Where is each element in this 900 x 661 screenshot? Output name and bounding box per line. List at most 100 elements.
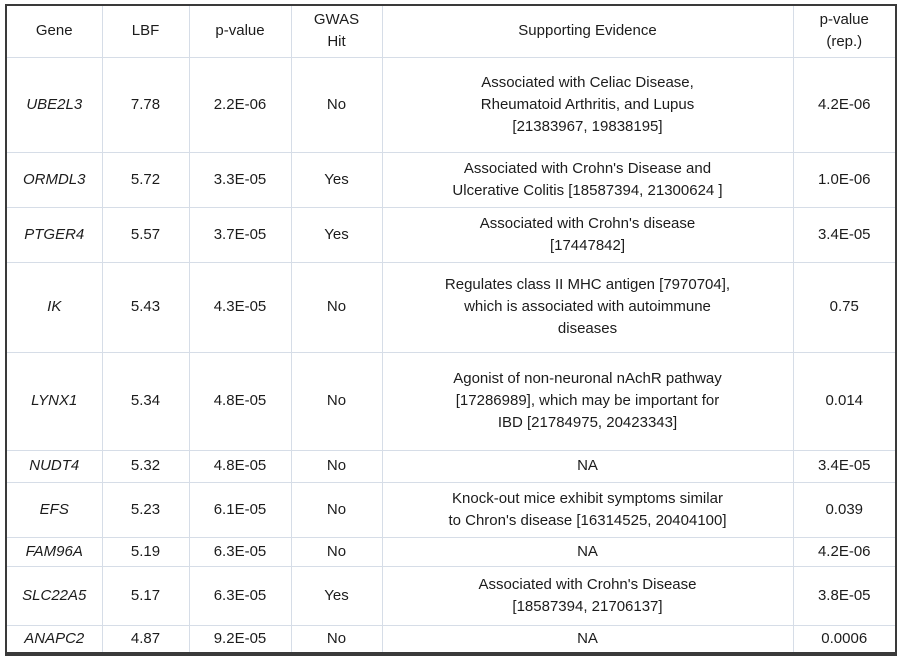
cell-lbf: 5.34 (101, 351, 190, 451)
cell-gwas-hit: No (290, 624, 383, 654)
table-row: NUDT4 5.32 4.8E-05 No NA 3.4E-05 (5, 449, 897, 483)
evidence-line: Rheumatoid Arthritis, and Lupus (480, 95, 695, 113)
cell-gene: PTGER4 (5, 206, 103, 263)
cell-evidence: Associated with Crohn's Disease [1858739… (381, 565, 794, 626)
evidence-line: diseases (557, 320, 618, 337)
evidence-line: Associated with Crohn's disease (479, 214, 696, 232)
evidence-line: Regulates class II MHC antigen [7970704]… (444, 276, 731, 293)
evidence-line: Knock-out mice exhibit symptoms similar (452, 489, 723, 507)
cell-pvalue-rep: 4.2E-06 (792, 56, 897, 153)
header-supporting-evidence: Supporting Evidence (381, 4, 794, 58)
cell-lbf: 5.17 (101, 565, 190, 626)
cell-gwas-hit: Yes (290, 151, 383, 208)
cell-lbf: 5.19 (101, 536, 190, 567)
cell-gene: ANAPC2 (5, 624, 103, 654)
evidence-line: Ulcerative Colitis [18587394, 21300624 ] (452, 181, 723, 199)
cell-evidence: NA (381, 449, 794, 483)
cell-lbf: 4.87 (101, 624, 190, 654)
header-label: p-value (819, 11, 869, 29)
cell-evidence: NA (381, 624, 794, 654)
evidence-line: IBD [21784975, 20423343] (497, 414, 678, 431)
cell-pvalue: 4.3E-05 (188, 261, 292, 353)
header-gwas-hit: GWAS Hit (290, 4, 383, 58)
cell-gwas-hit: No (290, 351, 383, 451)
evidence-line: NA (577, 457, 598, 474)
cell-evidence: NA (381, 536, 794, 567)
cell-gene: UBE2L3 (5, 56, 103, 153)
cell-pvalue-rep: 0.75 (792, 261, 897, 353)
cell-gwas-hit: Yes (290, 565, 383, 626)
cell-gwas-hit: No (290, 449, 383, 483)
evidence-line: NA (577, 629, 598, 647)
header-label: p-value (215, 22, 265, 40)
cell-gwas-hit: No (290, 481, 383, 538)
header-lbf: LBF (101, 4, 190, 58)
evidence-line: NA (577, 542, 598, 560)
evidence-line: Associated with Celiac Disease, (481, 73, 694, 91)
cell-gwas-hit: No (290, 536, 383, 567)
cell-pvalue-rep: 0.039 (792, 481, 897, 538)
evidence-line: [17286989], which may be important for (455, 392, 720, 409)
header-label: GWAS (313, 11, 360, 29)
table-body: UBE2L3 7.78 2.2E-06 No Associated with C… (5, 56, 897, 654)
cell-pvalue: 3.3E-05 (188, 151, 292, 208)
cell-pvalue-rep: 0.014 (792, 351, 897, 451)
evidence-line: [17447842] (549, 236, 626, 254)
cell-pvalue: 2.2E-06 (188, 56, 292, 153)
gene-evidence-table: Gene LBF p-value GWAS Hit Supporting Evi… (5, 4, 897, 656)
cell-gene: FAM96A (5, 536, 103, 567)
table-row: UBE2L3 7.78 2.2E-06 No Associated with C… (5, 56, 897, 153)
cell-gene: ORMDL3 (5, 151, 103, 208)
cell-gene: SLC22A5 (5, 565, 103, 626)
evidence-line: [21383967, 19838195] (512, 117, 663, 135)
header-gene: Gene (5, 4, 103, 58)
cell-evidence: Associated with Crohn's Disease and Ulce… (381, 151, 794, 208)
cell-pvalue: 4.8E-05 (188, 449, 292, 483)
table-row: IK 5.43 4.3E-05 No Regulates class II MH… (5, 261, 897, 353)
cell-pvalue: 6.1E-05 (188, 481, 292, 538)
header-row: Gene LBF p-value GWAS Hit Supporting Evi… (5, 4, 897, 58)
evidence-line: [18587394, 21706137] (512, 597, 663, 615)
cell-gene: EFS (5, 481, 103, 538)
cell-pvalue: 4.8E-05 (188, 351, 292, 451)
header-label: (rep.) (826, 33, 863, 51)
cell-evidence: Associated with Crohn's disease [1744784… (381, 206, 794, 263)
header-label: LBF (131, 22, 160, 40)
cell-pvalue-rep: 4.2E-06 (792, 536, 897, 567)
cell-lbf: 7.78 (101, 56, 190, 153)
evidence-line: Agonist of non-neuronal nAchR pathway (453, 370, 722, 387)
cell-lbf: 5.43 (101, 261, 190, 353)
evidence-line: to Chron's disease [16314525, 20404100] (448, 511, 727, 529)
cell-pvalue-rep: 3.4E-05 (792, 449, 897, 483)
cell-pvalue-rep: 3.8E-05 (792, 565, 897, 626)
cell-pvalue: 6.3E-05 (188, 536, 292, 567)
cell-evidence: Regulates class II MHC antigen [7970704]… (381, 261, 794, 353)
cell-gwas-hit: No (290, 261, 383, 353)
table-row: PTGER4 5.57 3.7E-05 Yes Associated with … (5, 206, 897, 263)
table-header: Gene LBF p-value GWAS Hit Supporting Evi… (5, 4, 897, 58)
cell-evidence: Associated with Celiac Disease, Rheumato… (381, 56, 794, 153)
evidence-line: Associated with Crohn's Disease and (463, 159, 712, 177)
table-row: FAM96A 5.19 6.3E-05 No NA 4.2E-06 (5, 536, 897, 567)
cell-pvalue-rep: 0.0006 (792, 624, 897, 654)
evidence-line: Associated with Crohn's Disease (478, 575, 697, 593)
header-label: Supporting Evidence (518, 22, 657, 40)
cell-lbf: 5.32 (101, 449, 190, 483)
cell-gene: NUDT4 (5, 449, 103, 483)
cell-lbf: 5.72 (101, 151, 190, 208)
cell-evidence: Knock-out mice exhibit symptoms similar … (381, 481, 794, 538)
header-label: Hit (327, 33, 346, 51)
cell-pvalue: 6.3E-05 (188, 565, 292, 626)
cell-pvalue: 3.7E-05 (188, 206, 292, 263)
evidence-line: which is associated with autoimmune (464, 298, 711, 315)
cell-gene: IK (5, 261, 103, 353)
table-row: LYNX1 5.34 4.8E-05 No Agonist of non-neu… (5, 351, 897, 451)
cell-pvalue: 9.2E-05 (188, 624, 292, 654)
cell-evidence: Agonist of non-neuronal nAchR pathway [1… (381, 351, 794, 451)
table-row: ANAPC2 4.87 9.2E-05 No NA 0.0006 (5, 624, 897, 654)
table-row: ORMDL3 5.72 3.3E-05 Yes Associated with … (5, 151, 897, 208)
header-pvalue: p-value (188, 4, 292, 58)
cell-pvalue-rep: 1.0E-06 (792, 151, 897, 208)
table-row: SLC22A5 5.17 6.3E-05 Yes Associated with… (5, 565, 897, 626)
